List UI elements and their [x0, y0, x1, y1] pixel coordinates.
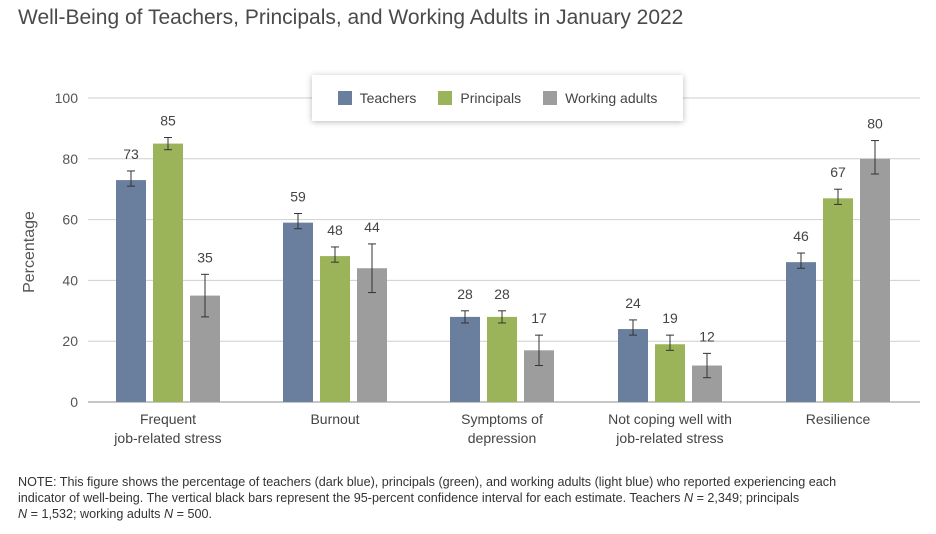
- data-label: 80: [867, 116, 883, 132]
- data-label: 59: [290, 189, 306, 205]
- footnote-n: N: [163, 507, 174, 521]
- legend-item-principals: Principals: [438, 90, 521, 106]
- bar: [283, 222, 313, 402]
- y-tick-label: 40: [62, 272, 78, 288]
- data-label: 28: [457, 286, 473, 302]
- data-label: 67: [830, 164, 846, 180]
- bar: [487, 316, 517, 402]
- y-tick-label: 60: [62, 212, 78, 228]
- x-tick-label: job-related stress: [113, 430, 221, 446]
- bar: [860, 158, 890, 402]
- bar: [786, 262, 816, 402]
- y-tick-label: 80: [62, 151, 78, 167]
- x-tick-label: Not coping well with: [608, 411, 732, 427]
- bar: [618, 329, 648, 402]
- legend: Teachers Principals Working adults: [312, 75, 683, 121]
- footnote-line-3: N = 1,532; working adults N = 500.: [18, 506, 918, 522]
- y-tick-label: 0: [70, 394, 78, 410]
- x-tick-label: Symptoms of: [461, 411, 543, 427]
- x-tick-label: depression: [468, 430, 537, 446]
- bar: [320, 256, 350, 402]
- data-label: 24: [625, 295, 641, 311]
- data-label: 48: [327, 222, 343, 238]
- legend-label-working-adults: Working adults: [565, 90, 658, 106]
- legend-swatch-principals: [438, 91, 453, 105]
- x-tick-label: Frequent: [140, 411, 196, 427]
- data-label: 19: [662, 310, 678, 326]
- x-tick-label: job-related stress: [615, 430, 723, 446]
- footnote: NOTE: This figure shows the percentage o…: [18, 474, 918, 522]
- legend-item-teachers: Teachers: [337, 90, 417, 106]
- data-label: 12: [699, 328, 715, 344]
- legend-swatch-working-adults: [543, 91, 558, 105]
- footnote-text: = 2,349; principals: [693, 491, 800, 505]
- chart-title: Well-Being of Teachers, Principals, and …: [18, 6, 684, 29]
- bar: [823, 198, 853, 402]
- y-axis-label: Percentage: [21, 211, 38, 293]
- data-label: 44: [364, 219, 380, 235]
- footnote-line-1: NOTE: This figure shows the percentage o…: [18, 475, 837, 489]
- bar: [116, 180, 146, 402]
- bars: 73 85 35 59 48 44 28 28 17 24 19 12 46 67 80: [116, 113, 890, 402]
- legend-item-working-adults: Working adults: [543, 90, 657, 106]
- footnote-text: indicator of well-being. The vertical bl…: [18, 491, 684, 505]
- data-label: 85: [160, 113, 176, 129]
- x-tick-label: Burnout: [310, 411, 359, 427]
- y-tick-label: 20: [62, 333, 78, 349]
- data-label: 17: [531, 310, 547, 326]
- chart-canvas: 0 20 40 60 80 100 Percentage 73 85 35 59 48 44 28 28…: [21, 90, 920, 446]
- bar: [450, 316, 480, 402]
- data-label: 46: [793, 228, 809, 244]
- x-tick-label: Resilience: [806, 411, 871, 427]
- bar: [655, 344, 685, 402]
- data-label: 73: [123, 146, 139, 162]
- footnote-text: = 1,532; working adults: [27, 507, 164, 521]
- data-label: 28: [494, 286, 510, 302]
- legend-label-principals: Principals: [460, 90, 522, 106]
- y-tick-label: 100: [55, 90, 79, 106]
- data-label: 35: [197, 249, 213, 265]
- bar: [153, 143, 183, 402]
- legend-label-teachers: Teachers: [359, 90, 417, 106]
- y-axis-ticks: 0 20 40 60 80 100: [55, 90, 79, 410]
- footnote-n: N: [18, 507, 28, 521]
- footnote-n: N: [683, 491, 694, 505]
- x-axis-labels: Frequent job-related stress Burnout Symptom…: [113, 411, 870, 446]
- footnote-line-2: indicator of well-being. The vertical bl…: [18, 490, 918, 506]
- legend-swatch-teachers: [337, 91, 352, 105]
- footnote-text: = 500.: [173, 507, 212, 521]
